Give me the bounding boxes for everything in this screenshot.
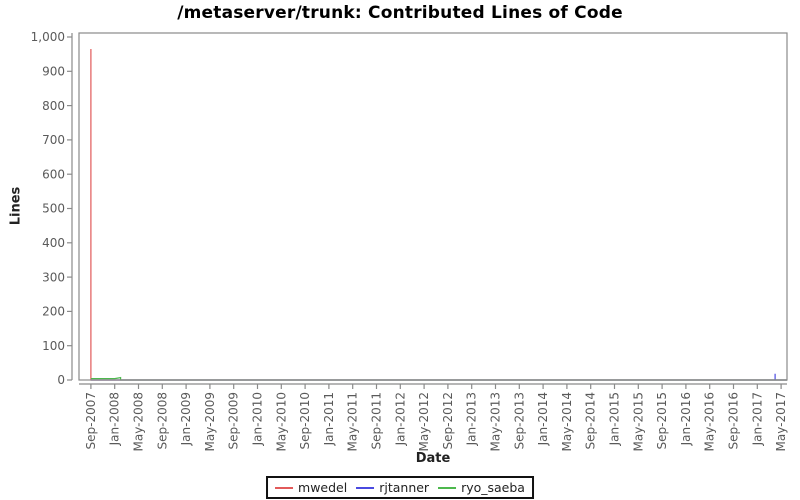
y-tick-label: 400 bbox=[42, 236, 65, 250]
x-tick-label: May-2011 bbox=[346, 392, 360, 451]
x-tick-label: May-2015 bbox=[631, 392, 645, 451]
y-tick-label: 300 bbox=[42, 270, 65, 284]
legend-swatch-mwedel bbox=[275, 486, 294, 489]
x-tick-label: Jan-2013 bbox=[465, 392, 479, 446]
legend-label: rjtanner bbox=[379, 480, 430, 495]
x-tick-label: Jan-2017 bbox=[750, 392, 764, 446]
x-tick-label: Jan-2016 bbox=[679, 392, 693, 446]
x-tick-label: Sep-2016 bbox=[727, 392, 741, 450]
x-tick-label: Jan-2015 bbox=[608, 392, 622, 446]
x-tick-label: May-2012 bbox=[417, 392, 431, 451]
legend-item-rjtanner: rjtanner bbox=[356, 480, 429, 495]
x-tick-label: Jan-2012 bbox=[393, 392, 407, 446]
x-tick-label: Sep-2011 bbox=[370, 392, 384, 450]
x-tick-label: Sep-2008 bbox=[155, 392, 169, 450]
y-tick-label: 500 bbox=[42, 202, 65, 216]
x-tick-label: Jan-2009 bbox=[179, 392, 193, 446]
x-tick-label: Jan-2008 bbox=[108, 392, 122, 446]
x-tick-label: Sep-2009 bbox=[227, 392, 241, 450]
x-tick-label: Sep-2007 bbox=[84, 392, 98, 450]
x-tick-label: May-2010 bbox=[274, 392, 288, 451]
series-line-rjtanner bbox=[90, 373, 787, 381]
y-tick-label: 1,000 bbox=[31, 30, 65, 44]
legend-label: mwedel bbox=[298, 480, 348, 495]
y-tick-label: 200 bbox=[42, 305, 65, 319]
legend-item-ryo_saeba: ryo_saeba bbox=[438, 480, 525, 495]
x-tick-label: May-2016 bbox=[703, 392, 717, 451]
y-tick-label: 0 bbox=[57, 373, 65, 387]
x-tick-label: May-2017 bbox=[774, 392, 788, 451]
x-tick-label: Jan-2011 bbox=[322, 392, 336, 446]
x-tick-label: May-2014 bbox=[560, 392, 574, 451]
x-axis-label: Date bbox=[415, 451, 451, 466]
plot-frame bbox=[78, 32, 788, 381]
y-tick-label: 800 bbox=[42, 99, 65, 113]
x-tick-label: Jan-2010 bbox=[251, 392, 265, 446]
legend-swatch-ryo_saeba bbox=[438, 486, 457, 489]
y-tick-label: 600 bbox=[42, 167, 65, 181]
x-tick-label: May-2009 bbox=[203, 392, 217, 451]
legend: mwedel rjtanner ryo_saeba bbox=[266, 476, 534, 499]
x-tick-label: Sep-2012 bbox=[441, 392, 455, 450]
y-tick-label: 100 bbox=[42, 339, 65, 353]
y-tick-label: 900 bbox=[42, 65, 65, 79]
legend-item-mwedel: mwedel bbox=[275, 480, 347, 495]
y-tick-label: 700 bbox=[42, 133, 65, 147]
x-tick-label: Sep-2014 bbox=[584, 392, 598, 450]
legend-label: ryo_saeba bbox=[461, 480, 525, 495]
series-line-mwedel bbox=[90, 49, 787, 381]
legend-swatch-rjtanner bbox=[356, 486, 375, 489]
x-tick-label: Jan-2014 bbox=[536, 392, 550, 446]
x-tick-label: Sep-2015 bbox=[655, 392, 669, 450]
x-tick-label: May-2008 bbox=[132, 392, 146, 451]
chart-title: /metaserver/trunk: Contributed Lines of … bbox=[177, 3, 623, 23]
x-tick-label: Sep-2013 bbox=[512, 392, 526, 450]
x-tick-label: May-2013 bbox=[489, 392, 503, 451]
x-tick-label: Sep-2010 bbox=[298, 392, 312, 450]
